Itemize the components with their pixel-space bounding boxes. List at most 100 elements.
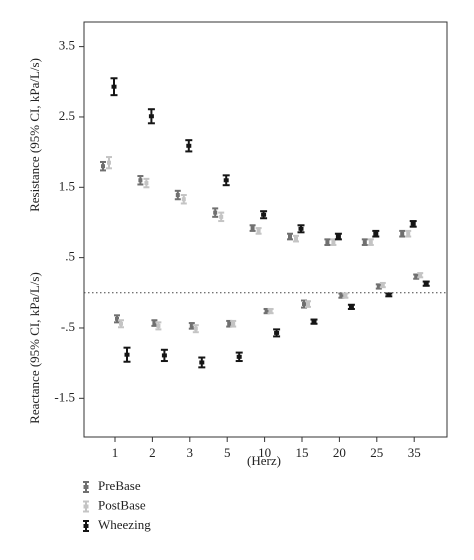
error-bar-part bbox=[115, 316, 119, 321]
error-bar bbox=[185, 139, 193, 153]
error-bar bbox=[155, 321, 162, 331]
error-bar bbox=[324, 238, 331, 246]
error-bar-part bbox=[101, 164, 105, 169]
error-bar bbox=[212, 207, 219, 218]
error-bar-part bbox=[189, 323, 194, 328]
error-bar-part bbox=[250, 226, 255, 231]
x-tick-label: 35 bbox=[408, 445, 421, 460]
error-bar bbox=[422, 280, 430, 287]
error-bar-part bbox=[368, 240, 373, 245]
legend-label: PreBase bbox=[98, 478, 141, 493]
error-bar-part bbox=[386, 292, 392, 297]
error-bar-part bbox=[193, 326, 198, 331]
x-tick-label: 25 bbox=[370, 445, 383, 460]
error-bar-part bbox=[144, 181, 149, 186]
y-tick-label: -1.5 bbox=[54, 389, 75, 404]
error-bar-part bbox=[343, 293, 348, 298]
error-bar bbox=[267, 307, 274, 315]
error-bar bbox=[372, 229, 380, 238]
error-bar bbox=[361, 238, 368, 246]
error-bar bbox=[230, 319, 237, 328]
error-bar bbox=[310, 318, 318, 325]
error-bar-part bbox=[376, 284, 381, 289]
x-tick-label: 20 bbox=[333, 445, 346, 460]
error-bar bbox=[114, 314, 120, 324]
error-bar-part bbox=[302, 302, 306, 307]
error-bar-part bbox=[294, 236, 298, 241]
error-bar-part bbox=[111, 84, 117, 89]
error-bar bbox=[347, 303, 355, 310]
error-bar bbox=[123, 346, 131, 363]
y-axis-label: Reactance (95% CI, kPa/L/s) bbox=[27, 272, 42, 424]
error-bar-part bbox=[261, 212, 267, 217]
error-bar bbox=[180, 194, 187, 205]
error-bar bbox=[334, 232, 342, 241]
error-bar-part bbox=[380, 283, 385, 288]
error-bar-part bbox=[268, 309, 273, 314]
error-bar bbox=[297, 224, 305, 234]
error-bar-part bbox=[400, 231, 405, 236]
x-tick-label: 3 bbox=[187, 445, 194, 460]
error-bar bbox=[342, 292, 349, 299]
error-bar-part bbox=[335, 234, 341, 239]
error-bar-part bbox=[175, 193, 180, 198]
error-bar-part bbox=[138, 178, 143, 183]
error-bar-part bbox=[119, 321, 123, 326]
plot-frame bbox=[83, 21, 448, 438]
error-bar-part bbox=[306, 302, 310, 307]
x-tick-label: 15 bbox=[296, 445, 309, 460]
error-bar bbox=[235, 351, 243, 363]
error-bar-part bbox=[148, 114, 154, 119]
error-bar bbox=[110, 77, 118, 97]
error-bar-part bbox=[406, 231, 411, 236]
error-bar bbox=[160, 348, 168, 363]
error-bar-part bbox=[231, 321, 236, 326]
error-bar-part bbox=[236, 354, 242, 359]
x-tick-label: 1 bbox=[112, 445, 119, 460]
legend-label: PostBase bbox=[98, 497, 146, 512]
error-bar-part bbox=[213, 210, 218, 215]
error-bar bbox=[255, 227, 262, 235]
y-tick-label: -.5 bbox=[61, 319, 75, 334]
error-bar-part bbox=[161, 353, 167, 358]
y-axis-label: Resistance (95% CI, kPa/L/s) bbox=[27, 58, 42, 212]
error-bar bbox=[305, 300, 311, 308]
error-bar-part bbox=[107, 160, 111, 165]
error-bar-part bbox=[362, 240, 367, 245]
legend-swatch bbox=[83, 524, 89, 528]
error-bar-part bbox=[348, 304, 354, 309]
y-tick-label: 2.5 bbox=[59, 108, 75, 123]
error-bar bbox=[249, 224, 256, 232]
error-bar-part bbox=[373, 231, 379, 236]
y-tick-label: .5 bbox=[65, 249, 75, 264]
legend-swatch bbox=[83, 504, 89, 509]
x-tick-label: 5 bbox=[224, 445, 231, 460]
error-bar-part bbox=[311, 319, 317, 324]
error-bar bbox=[222, 174, 230, 187]
x-axis-label: (Herz) bbox=[247, 453, 281, 468]
error-bar-part bbox=[156, 323, 161, 328]
error-bar-part bbox=[325, 240, 330, 245]
legend-label: Wheezing bbox=[98, 517, 151, 532]
y-tick-label: 1.5 bbox=[59, 178, 75, 193]
error-bar-part bbox=[410, 221, 416, 226]
error-bar-part bbox=[124, 352, 130, 357]
error-bar bbox=[293, 234, 299, 243]
error-bar-part bbox=[414, 274, 419, 279]
error-bar bbox=[417, 272, 424, 279]
error-bar-part bbox=[339, 293, 344, 298]
error-bar bbox=[405, 229, 412, 238]
error-bar-part bbox=[256, 228, 261, 233]
error-bar bbox=[143, 177, 150, 189]
error-bar bbox=[409, 220, 417, 228]
error-bar bbox=[379, 281, 386, 289]
error-bar-part bbox=[274, 330, 280, 335]
error-bar-part bbox=[152, 321, 157, 326]
x-tick-label: 10 bbox=[258, 445, 271, 460]
error-bar-part bbox=[227, 321, 232, 326]
error-bar-part bbox=[181, 197, 186, 202]
y-tick-label: 3.5 bbox=[59, 38, 75, 53]
error-bar bbox=[106, 156, 112, 170]
error-bar bbox=[118, 319, 124, 329]
